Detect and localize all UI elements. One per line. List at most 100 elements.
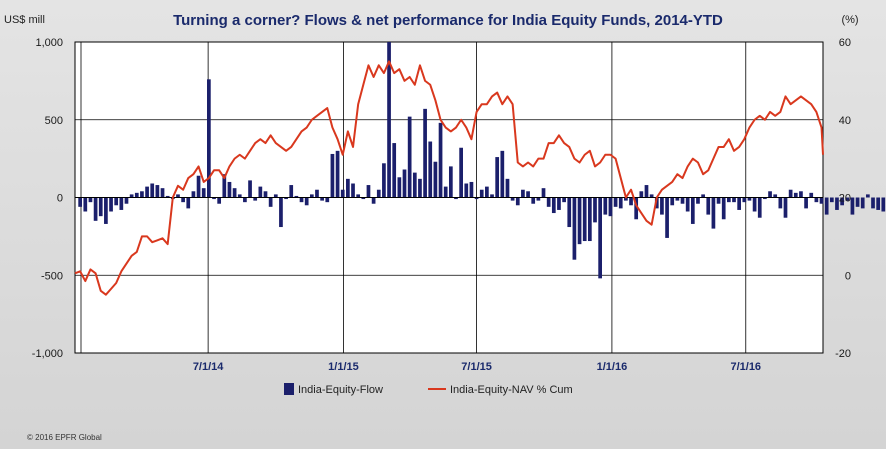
- flow-bar: [814, 197, 819, 203]
- flow-bar: [711, 197, 716, 229]
- copyright-text: © 2016 EPFR Global: [27, 433, 102, 442]
- flow-bar: [237, 194, 242, 198]
- flow-bar: [196, 175, 201, 198]
- flow-bar: [474, 197, 479, 200]
- flow-bar: [263, 191, 268, 198]
- flow-bar: [114, 197, 119, 206]
- flow-bar: [335, 150, 340, 198]
- flow-bar: [207, 79, 211, 198]
- flow-bar: [649, 194, 654, 198]
- flow-bar: [551, 197, 556, 214]
- flow-bar: [78, 197, 83, 207]
- flow-bar: [243, 197, 247, 203]
- flow-bar: [438, 122, 443, 198]
- flow-bar: [644, 185, 649, 198]
- right-axis-ticks: -20 0 20 40 60: [835, 37, 851, 360]
- flow-bar: [176, 194, 180, 198]
- flow-bar: [366, 185, 371, 198]
- flow-bar: [248, 180, 252, 198]
- flow-bar: [660, 197, 664, 215]
- left-tick-label: 500: [45, 115, 63, 127]
- flow-bar: [428, 141, 433, 198]
- flow-bar: [793, 192, 798, 198]
- flow-bar: [536, 197, 541, 201]
- flow-bar: [804, 197, 808, 209]
- flow-bar: [140, 191, 144, 198]
- flow-bar: [510, 197, 515, 201]
- flow-bar: [829, 197, 834, 203]
- flow-bar: [881, 197, 886, 212]
- flow-bar: [268, 197, 273, 207]
- flow-bar: [402, 169, 407, 198]
- right-tick-label: 0: [845, 270, 851, 282]
- flow-bar: [515, 197, 520, 206]
- flow-bar: [495, 157, 500, 198]
- flow-bar: [855, 197, 860, 207]
- left-tick-label: -1,000: [32, 348, 63, 360]
- flow-bar: [443, 186, 448, 198]
- flow-bar: [376, 189, 381, 198]
- flow-bar: [546, 197, 551, 207]
- flow-bar: [613, 197, 618, 207]
- flow-bar: [423, 108, 427, 198]
- flow-bar: [217, 197, 222, 204]
- flow-bar: [160, 188, 165, 198]
- flow-bar: [577, 197, 582, 245]
- flow-bar: [469, 181, 474, 198]
- flow-bar: [732, 197, 736, 203]
- flow-bar: [675, 197, 680, 201]
- flow-bar: [665, 197, 669, 238]
- flow-bar: [778, 197, 783, 209]
- flow-bar: [253, 197, 258, 201]
- flow-bar: [232, 188, 237, 198]
- right-tick-label: -20: [835, 348, 851, 360]
- flow-bar: [773, 194, 778, 198]
- flow-bar: [768, 191, 772, 198]
- flow-bar: [582, 197, 587, 242]
- flow-bar: [557, 197, 561, 210]
- flow-bar: [737, 197, 742, 210]
- flow-bar: [145, 186, 149, 198]
- x-axis-ticks: 7/1/14 1/1/15 7/1/15 1/1/16 7/1/16: [193, 361, 761, 373]
- flow-bar: [860, 197, 865, 209]
- flow-bar: [433, 161, 438, 198]
- flow-bar: [721, 197, 726, 220]
- flow-bar: [407, 116, 412, 198]
- flow-bar: [587, 197, 592, 242]
- flow-bar: [165, 195, 170, 198]
- right-axis-unit: (%): [841, 14, 858, 26]
- flow-bar: [819, 197, 824, 204]
- flow-bar: [340, 189, 345, 198]
- flow-bar: [618, 197, 623, 209]
- flow-bar: [109, 197, 113, 212]
- flow-bar: [371, 197, 376, 204]
- flow-bar: [387, 42, 391, 198]
- flow-bar: [397, 177, 402, 198]
- flow-bar: [824, 197, 829, 215]
- flow-bar: [742, 197, 747, 203]
- flow-bar: [716, 197, 721, 204]
- x-tick-label: 1/1/16: [597, 361, 628, 373]
- flow-bar: [629, 197, 633, 206]
- flow-bar: [325, 197, 330, 203]
- flow-bar: [567, 197, 572, 228]
- flow-bar: [747, 197, 752, 201]
- chart-title: Turning a corner? Flows & net performanc…: [173, 12, 723, 29]
- flow-bar: [155, 185, 160, 198]
- flow-bar: [294, 195, 299, 198]
- flow-bar: [304, 197, 309, 206]
- flow-bar: [624, 197, 628, 201]
- flow-bar: [273, 194, 278, 198]
- flow-bar: [876, 197, 881, 210]
- flow-bar: [412, 172, 417, 198]
- flow-bar: [93, 197, 98, 221]
- flow-bar: [330, 153, 335, 198]
- flow-bar: [479, 189, 484, 198]
- flow-bar: [88, 197, 93, 203]
- flow-bar: [124, 197, 129, 204]
- flow-bar: [361, 197, 366, 200]
- flow-bar: [835, 197, 839, 210]
- flow-bar: [783, 197, 788, 218]
- flow-bar: [98, 197, 103, 217]
